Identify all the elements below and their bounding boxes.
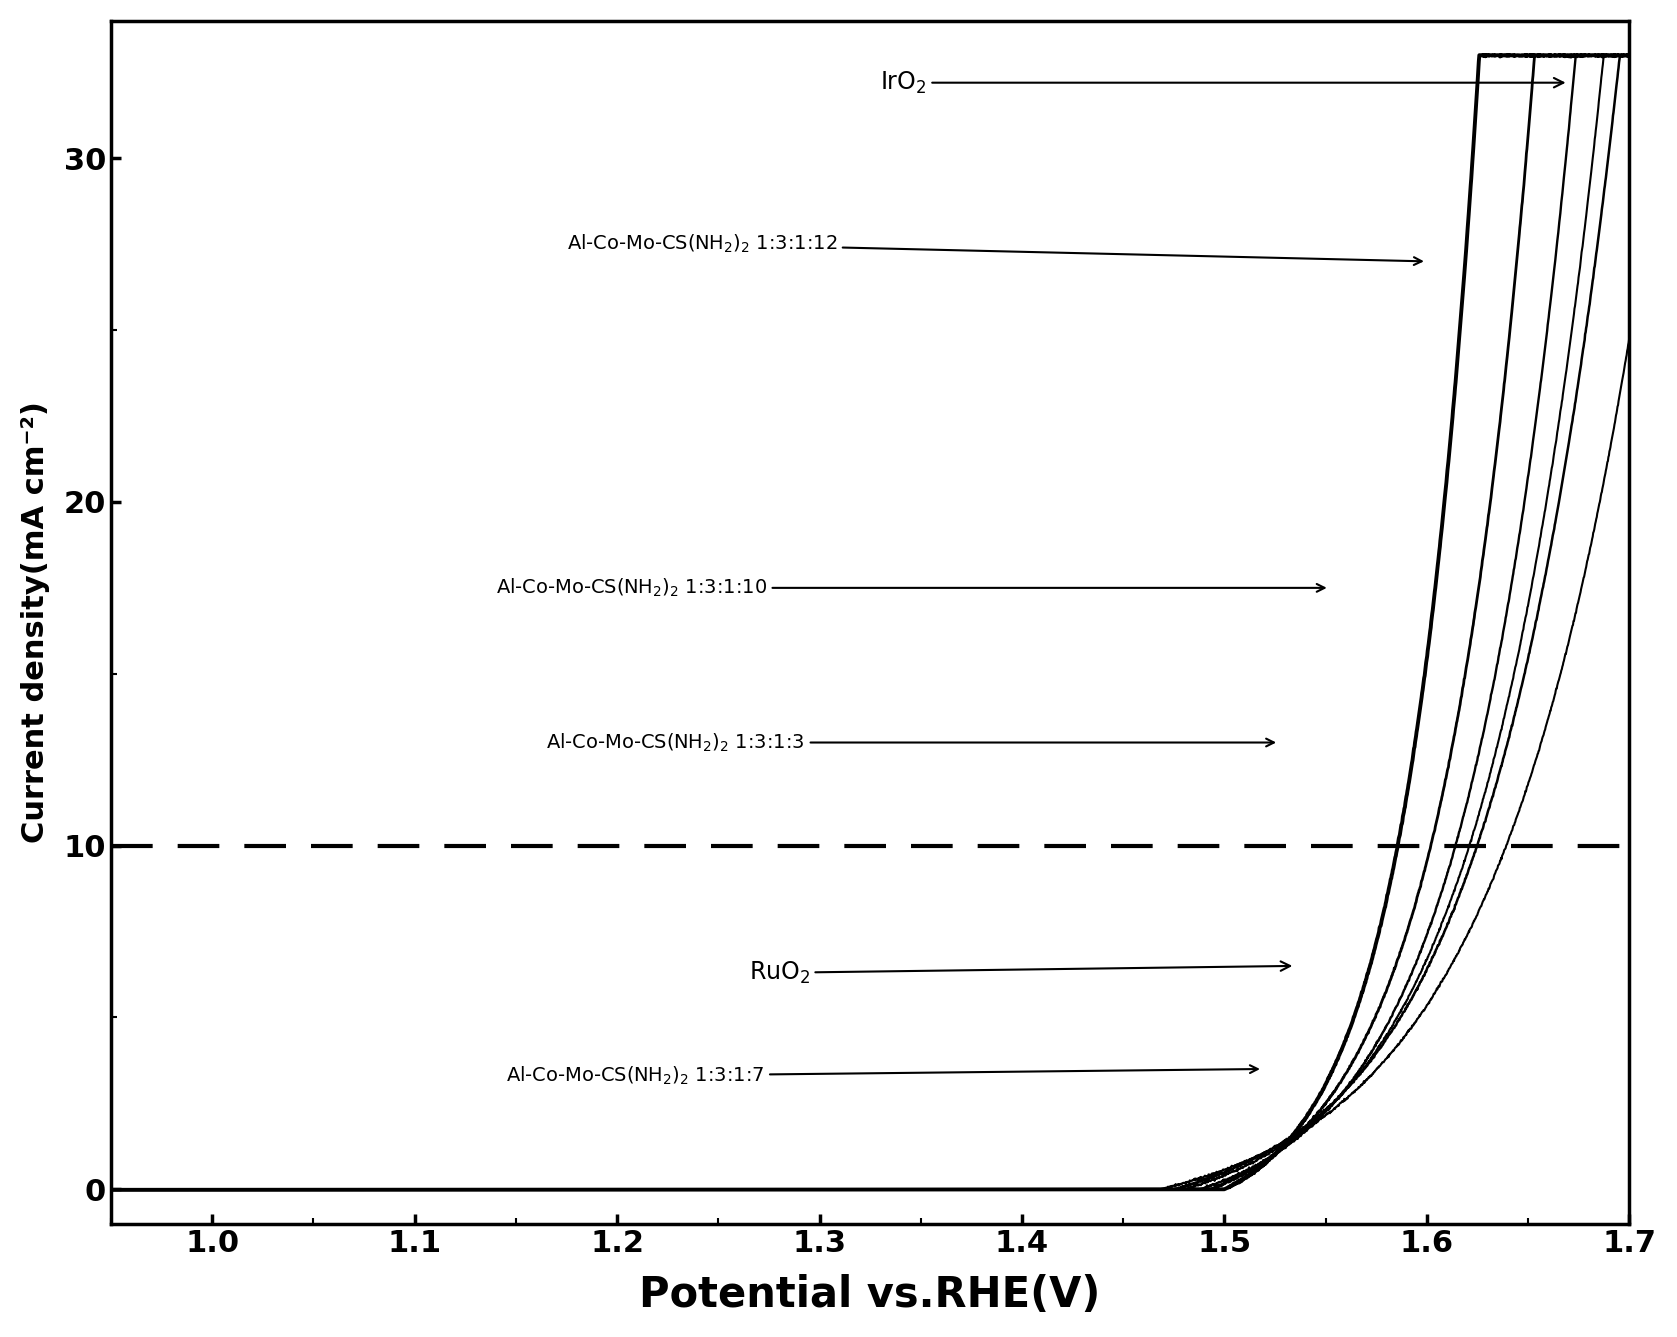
Text: Al-Co-Mo-CS(NH$_2$)$_2$ 1:3:1:12: Al-Co-Mo-CS(NH$_2$)$_2$ 1:3:1:12 (567, 233, 1422, 265)
Text: Al-Co-Mo-CS(NH$_2$)$_2$ 1:3:1:7: Al-Co-Mo-CS(NH$_2$)$_2$ 1:3:1:7 (506, 1064, 1258, 1087)
Text: RuO$_2$: RuO$_2$ (748, 960, 1290, 985)
Text: Al-Co-Mo-CS(NH$_2$)$_2$ 1:3:1:3: Al-Co-Mo-CS(NH$_2$)$_2$ 1:3:1:3 (547, 731, 1275, 754)
Text: Al-Co-Mo-CS(NH$_2$)$_2$ 1:3:1:10: Al-Co-Mo-CS(NH$_2$)$_2$ 1:3:1:10 (496, 576, 1325, 599)
X-axis label: Potential vs.RHE(V): Potential vs.RHE(V) (639, 1274, 1100, 1316)
Text: IrO$_2$: IrO$_2$ (880, 70, 1563, 96)
Y-axis label: Current density(mA cm⁻²): Current density(mA cm⁻²) (20, 401, 50, 844)
